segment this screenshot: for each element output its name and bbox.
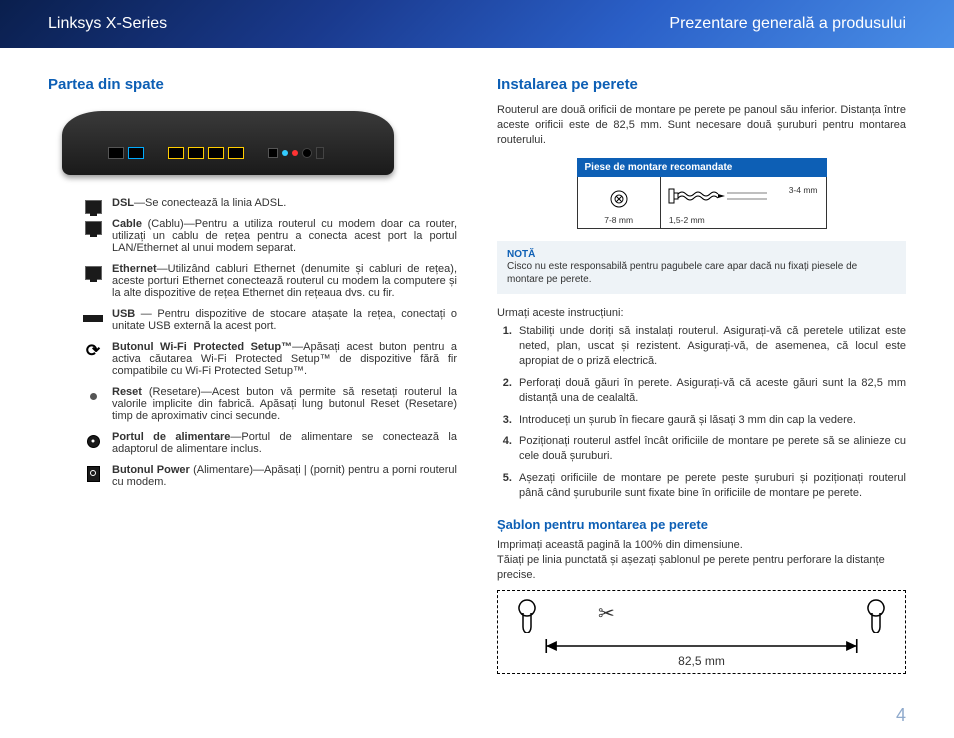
note-box: NOTĂ Cisco nu este responsabilă pentru p… [497,241,906,294]
wps-icon: ⟳ [82,341,104,361]
wps-button-desc: ⟳Butonul Wi-Fi Protected Setup™—Apăsați … [82,341,457,377]
back-heading: Partea din spate [48,76,457,93]
follow-instructions: Urmați aceste instrucțiuni: [497,306,906,321]
wall-mount-template: ✂ 82,5 mm [497,590,906,674]
template-p1: Imprimați această pagină la 100% din dim… [497,538,906,553]
dimension-arrow [542,637,861,655]
btn-icon [82,464,104,484]
rj45-icon [82,263,104,283]
keyhole-right-icon [865,599,887,633]
keyhole-left-icon [516,599,538,633]
wallmount-intro: Routerul are două orificii de montare pe… [497,103,906,148]
page-number: 4 [896,705,906,726]
power-port-desc: Portul de alimentare—Portul de alimentar… [82,431,457,455]
port-description-list: DSL—Se conectează la linia ADSL. Cable (C… [48,197,457,488]
note-title: NOTĂ [507,249,896,260]
usb-icon [82,308,104,328]
step-5: Așezați orificiile de montare pe perete … [515,471,906,501]
screw-head-diagram: 7-8 mm [578,177,661,228]
rj45-icon [82,197,104,217]
step-3: Introduceți un șurub în fiecare gaură și… [515,413,906,428]
dot-icon [82,386,104,406]
header-right: Prezentare generală a produsului [669,15,906,33]
reset-button-desc: Reset (Resetare)—Acest buton vă permite … [82,386,457,422]
template-p2: Tăiați pe linia punctată și așezați șabl… [497,553,906,583]
dsl-port-desc: DSL—Se conectează la linia ADSL. [82,197,457,209]
scissors-icon: ✂ [598,601,615,626]
right-column: Instalarea pe perete Routerul are două o… [497,76,906,674]
template-dimension: 82,5 mm [498,654,905,668]
hardware-title: Piese de montare recomandate [577,158,827,177]
header-left: Linksys X-Series [48,15,167,33]
template-heading: Șablon pentru montarea pe perete [497,517,906,532]
usb-port-desc: USB — Pentru dispozitive de stocare ataș… [82,308,457,332]
note-text: Cisco nu este responsabilă pentru pagube… [507,260,896,286]
left-column: Partea din spate [48,76,457,674]
router-back-image [48,103,408,181]
wallmount-heading: Instalarea pe perete [497,76,906,93]
page-header: Linksys X-Series Prezentare generală a p… [0,0,954,48]
power-icon [82,431,104,451]
power-button-desc: Butonul Power (Alimentare)—Apăsați | (po… [82,464,457,488]
step-1: Stabiliți unde doriți să instalați route… [515,324,906,369]
cable-port-desc: Cable (Cablu)—Pentru a utiliza routerul … [82,218,457,254]
step-4: Poziționați routerul astfel încât orific… [515,434,906,464]
rj45-icon [82,218,104,238]
step-2: Perforați două găuri în perete. Asiguraț… [515,376,906,406]
ethernet-port-desc: Ethernet—Utilizând cabluri Ethernet (den… [82,263,457,299]
hardware-box: Piese de montare recomandate 7-8 mm [577,158,827,229]
page-content: Partea din spate [0,48,954,674]
instruction-steps: Stabiliți unde doriți să instalați route… [497,324,906,500]
screw-side-diagram: 3-4 mm 1,5-2 mm [661,177,826,228]
